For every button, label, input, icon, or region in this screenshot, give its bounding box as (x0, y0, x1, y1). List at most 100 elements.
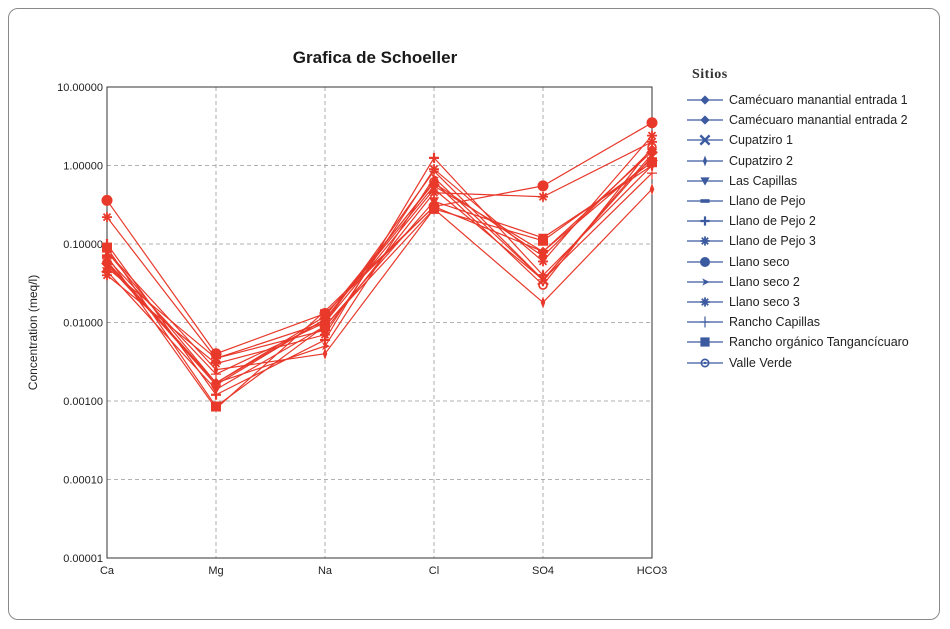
legend-item: Rancho orgánico Tangancícuaro (686, 332, 909, 352)
data-point (429, 187, 439, 198)
legend-marker-icon (687, 199, 723, 203)
legend-marker-icon (687, 278, 723, 286)
x-tick-label: Ca (100, 565, 115, 577)
legend-marker-icon (687, 337, 723, 347)
data-point (211, 389, 221, 400)
data-point (538, 280, 548, 290)
data-point (646, 117, 658, 129)
legend-label: Llano de Pejo 2 (729, 214, 816, 229)
legend-marker-icon (687, 155, 723, 167)
series-line (106, 161, 653, 408)
series-12 (102, 157, 657, 412)
x-tick-label: Na (318, 565, 333, 577)
series-line (106, 147, 653, 386)
data-point (211, 401, 221, 412)
data-point (647, 136, 657, 147)
data-point (429, 165, 439, 178)
series-line (106, 164, 653, 391)
legend-item: Cupatziro 2 (686, 151, 909, 171)
legend-item: Llano de Pejo 2 (686, 211, 909, 231)
legend-marker-icon (687, 316, 723, 328)
data-point (211, 358, 221, 369)
x-tick-label: HCO3 (637, 565, 668, 577)
data-point (320, 314, 330, 325)
data-point (102, 242, 112, 253)
legend-label: Camécuaro manantial entrada 1 (729, 93, 908, 108)
legend-item: Llano seco 2 (686, 272, 909, 292)
series-line (106, 156, 653, 396)
y-tick-label: 1.00000 (63, 161, 103, 173)
y-tick-label: 0.10000 (63, 239, 103, 251)
legend-label: Cupatziro 2 (729, 153, 793, 168)
data-point (538, 249, 548, 254)
series-line (106, 135, 653, 365)
data-point (102, 270, 112, 281)
data-point (537, 180, 549, 192)
data-point (647, 130, 657, 141)
x-tick-label: Mg (208, 565, 223, 577)
data-point (647, 157, 657, 168)
series-4 (102, 161, 657, 395)
data-point (211, 353, 221, 364)
x-tick-label: Cl (429, 565, 439, 577)
y-tick-label: 0.01000 (63, 318, 103, 330)
series-line (106, 153, 653, 384)
data-point (538, 235, 548, 246)
y-axis-label: Concentration (meq/l) (26, 275, 40, 390)
legend-item: Las Capillas (686, 171, 909, 191)
series-5 (102, 157, 657, 411)
data-point (647, 167, 657, 180)
legend-label: Rancho Capillas (729, 315, 821, 330)
legend-item: Rancho Capillas (686, 312, 909, 332)
data-point (538, 191, 548, 202)
y-tick-label: 10.00000 (57, 82, 103, 94)
legend-item: Llano de Pejo (686, 191, 909, 211)
data-point (322, 342, 330, 351)
legend-label: Valle Verde (729, 355, 793, 370)
legend-marker-icon (687, 358, 723, 368)
data-point (429, 203, 439, 214)
legend-label: Llano de Pejo 3 (729, 234, 816, 249)
y-tick-label: 0.00100 (63, 396, 103, 408)
legend-item: Cupatziro 1 (686, 130, 909, 150)
data-point (211, 368, 221, 381)
legend-marker-icon (687, 216, 723, 226)
data-point (322, 347, 328, 360)
legend-label: Llano seco (729, 254, 790, 269)
chart-title: Grafica de Schoeller (292, 48, 458, 67)
legend-marker-icon (687, 115, 723, 125)
legend-item: Valle Verde (686, 352, 909, 372)
series-line (106, 170, 653, 375)
plot-area (106, 86, 653, 559)
data-point (102, 212, 112, 223)
data-point (540, 296, 546, 309)
data-point (429, 176, 439, 187)
data-point (649, 183, 655, 196)
y-tick-label: 0.00010 (63, 475, 103, 487)
data-point (101, 194, 113, 206)
legend-marker-icon (687, 236, 723, 247)
legend-item: Camécuaro manantial entrada 2 (686, 110, 909, 130)
data-point (538, 273, 548, 286)
data-point (647, 142, 657, 153)
series-line (106, 122, 653, 355)
y-tick-label: 0.00001 (63, 553, 103, 565)
legend-item: Llano seco (686, 252, 909, 272)
legend-item: Camécuaro manantial entrada 1 (686, 90, 909, 110)
legend-marker-icon (687, 135, 723, 146)
legend-marker-icon (687, 177, 723, 186)
series-13 (102, 142, 657, 390)
series-2 (101, 150, 658, 365)
legend-label: Cupatziro 1 (729, 133, 793, 148)
series-line (106, 188, 653, 371)
series-line (106, 149, 653, 384)
legend-item: Llano de Pejo 3 (686, 231, 909, 251)
legend-label: Camécuaro manantial entrada 2 (729, 113, 908, 128)
legend-marker-icon (687, 256, 723, 267)
data-point (538, 256, 548, 267)
data-point (211, 380, 221, 390)
series-line (106, 141, 653, 359)
legend: Camécuaro manantial entrada 1 Camécuaro m… (686, 90, 909, 373)
legend-label: Rancho orgánico Tangancícuaro (729, 335, 909, 350)
data-point (102, 257, 112, 268)
